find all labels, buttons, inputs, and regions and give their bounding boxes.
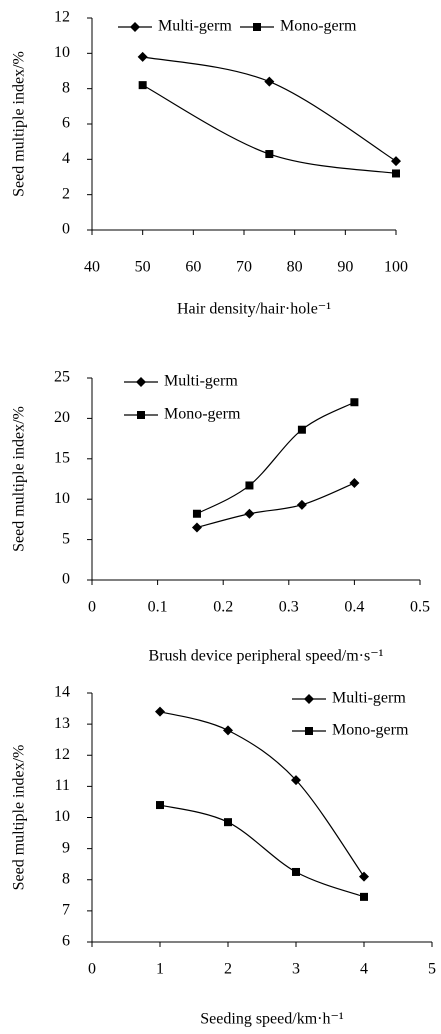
x-tick-label: 0.1 bbox=[148, 599, 168, 616]
data-point bbox=[292, 867, 300, 876]
legend-marker bbox=[137, 411, 145, 419]
data-point bbox=[391, 156, 401, 167]
data-point bbox=[265, 150, 274, 159]
y-tick-label: 0 bbox=[62, 221, 70, 238]
data-point bbox=[349, 478, 360, 489]
x-axis-title: Hair density/hair·hole⁻¹ bbox=[177, 301, 331, 318]
x-tick-label: 4 bbox=[360, 961, 368, 978]
y-tick-label: 25 bbox=[54, 369, 70, 386]
y-tick-label: 14 bbox=[54, 684, 70, 701]
data-point bbox=[245, 481, 254, 490]
series-line bbox=[159, 804, 365, 898]
data-point bbox=[392, 169, 400, 178]
x-tick-label: 50 bbox=[135, 259, 151, 276]
data-point bbox=[224, 818, 232, 827]
series-line bbox=[142, 56, 397, 162]
x-axis-title: Seeding speed/km·h⁻¹ bbox=[200, 1011, 344, 1028]
y-tick-label: 4 bbox=[62, 150, 70, 167]
x-tick-label: 0.3 bbox=[279, 599, 299, 616]
data-point bbox=[137, 51, 148, 62]
y-tick-label: 10 bbox=[54, 44, 70, 61]
data-point bbox=[264, 76, 275, 87]
x-tick-label: 40 bbox=[84, 259, 100, 276]
legend-label: Multi-germ bbox=[164, 373, 238, 390]
y-tick-label: 5 bbox=[62, 530, 70, 547]
legend-label: Mono-germ bbox=[332, 722, 409, 739]
data-point bbox=[296, 499, 307, 510]
y-tick-label: 12 bbox=[54, 9, 70, 26]
y-tick-label: 15 bbox=[54, 449, 70, 466]
legend-marker bbox=[305, 727, 313, 735]
y-tick-label: 7 bbox=[62, 902, 70, 919]
x-tick-label: 0 bbox=[88, 599, 96, 616]
x-tick-label: 0 bbox=[88, 961, 96, 978]
x-axis-title: Brush device peripheral speed/m·s⁻¹ bbox=[149, 648, 384, 665]
x-tick-label: 1 bbox=[156, 961, 164, 978]
legend-marker bbox=[130, 22, 140, 32]
series-line bbox=[196, 482, 355, 529]
y-tick-label: 10 bbox=[54, 490, 70, 507]
series-line bbox=[142, 84, 397, 175]
legend-label: Mono-germ bbox=[280, 18, 357, 35]
x-tick-label: 0.2 bbox=[213, 599, 233, 616]
data-point bbox=[244, 508, 255, 519]
y-tick-label: 6 bbox=[62, 115, 70, 132]
data-point bbox=[138, 81, 147, 90]
y-tick-label: 6 bbox=[62, 933, 70, 950]
y-axis-title: Seed multiple index/% bbox=[11, 406, 28, 552]
y-axis-title: Seed multiple index/% bbox=[11, 745, 28, 891]
y-tick-label: 0 bbox=[62, 571, 70, 588]
data-point bbox=[155, 706, 165, 717]
legend-marker bbox=[253, 23, 261, 31]
series-line bbox=[196, 401, 355, 515]
y-tick-label: 10 bbox=[54, 808, 70, 825]
y-tick-label: 13 bbox=[54, 715, 70, 732]
y-tick-label: 9 bbox=[62, 839, 70, 856]
y-tick-label: 11 bbox=[55, 777, 70, 794]
legend-label: Multi-germ bbox=[332, 690, 406, 707]
series-line bbox=[159, 711, 365, 877]
data-point bbox=[223, 725, 233, 736]
y-tick-label: 2 bbox=[62, 185, 70, 202]
legend-marker bbox=[136, 377, 146, 387]
legend-marker bbox=[304, 694, 314, 704]
data-point bbox=[156, 801, 164, 810]
data-point bbox=[191, 522, 202, 533]
x-tick-label: 2 bbox=[224, 961, 232, 978]
data-point bbox=[360, 892, 368, 901]
y-tick-label: 20 bbox=[54, 409, 70, 426]
x-tick-label: 100 bbox=[384, 259, 408, 276]
y-tick-label: 8 bbox=[62, 870, 70, 887]
x-tick-label: 0.4 bbox=[344, 599, 364, 616]
data-point bbox=[350, 398, 359, 407]
y-tick-label: 12 bbox=[54, 746, 70, 763]
y-tick-label: 8 bbox=[62, 79, 70, 96]
x-tick-label: 60 bbox=[185, 259, 201, 276]
legend-label: Mono-germ bbox=[164, 406, 241, 423]
y-axis-title: Seed multiple index/% bbox=[11, 51, 28, 197]
data-point bbox=[192, 509, 201, 518]
x-tick-label: 0.5 bbox=[410, 599, 430, 616]
data-point bbox=[359, 871, 369, 882]
x-tick-label: 80 bbox=[287, 259, 303, 276]
x-tick-label: 5 bbox=[428, 961, 436, 978]
x-tick-label: 90 bbox=[337, 259, 353, 276]
data-point bbox=[291, 775, 301, 786]
data-point bbox=[297, 425, 306, 434]
x-tick-label: 3 bbox=[292, 961, 300, 978]
x-tick-label: 70 bbox=[236, 259, 252, 276]
legend-label: Multi-germ bbox=[158, 18, 232, 35]
